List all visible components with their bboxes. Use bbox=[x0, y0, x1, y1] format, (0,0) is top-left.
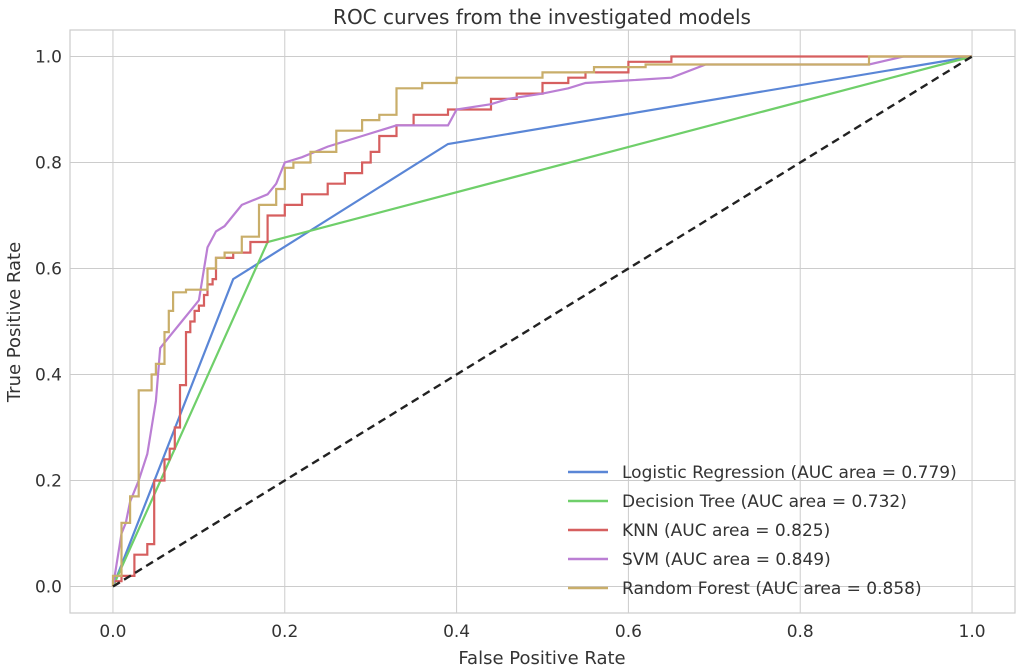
legend-label-random-forest: Random Forest (AUC area = 0.858) bbox=[622, 579, 922, 599]
y-tick-label: 0.4 bbox=[35, 366, 62, 386]
y-tick-label: 0.6 bbox=[35, 260, 62, 280]
legend-label-decision-tree: Decision Tree (AUC area = 0.732) bbox=[622, 492, 907, 512]
y-tick-label: 0.0 bbox=[35, 578, 62, 598]
plot-frame bbox=[69, 29, 1016, 614]
y-tick-label: 1.0 bbox=[35, 48, 62, 68]
grid-lines bbox=[70, 30, 1015, 613]
series-line-random-forest bbox=[111, 55, 972, 587]
y-tick-label: 0.2 bbox=[35, 472, 62, 492]
y-tick-label: 0.8 bbox=[35, 154, 62, 174]
legend: Logistic Regression (AUC area = 0.779) De… bbox=[568, 463, 957, 599]
series-line-logistic-regression bbox=[111, 55, 973, 587]
x-tick-label: 0.6 bbox=[615, 622, 642, 642]
series-line-svm bbox=[111, 55, 972, 587]
x-tick-label: 0.0 bbox=[99, 622, 126, 642]
x-tick-label: 0.8 bbox=[787, 622, 814, 642]
x-tick-label: 0.2 bbox=[271, 622, 298, 642]
x-axis-label: False Positive Rate bbox=[458, 648, 625, 669]
x-tick-label: 1.0 bbox=[959, 622, 986, 642]
legend-label-knn: KNN (AUC area = 0.825) bbox=[622, 521, 830, 541]
x-tick-label: 0.4 bbox=[443, 622, 470, 642]
legend-label-logistic-regression: Logistic Regression (AUC area = 0.779) bbox=[622, 463, 957, 483]
series-lines bbox=[111, 55, 973, 588]
tick-labels: 0.0 0.2 0.4 0.6 0.8 1.0 0.0 0.2 0.4 0.6 0.8 1.0 bbox=[35, 48, 986, 643]
y-axis-label: True Positive Rate bbox=[4, 242, 25, 403]
chart-title: ROC curves from the investigated models bbox=[333, 5, 751, 29]
legend-label-svm: SVM (AUC area = 0.849) bbox=[622, 550, 831, 570]
